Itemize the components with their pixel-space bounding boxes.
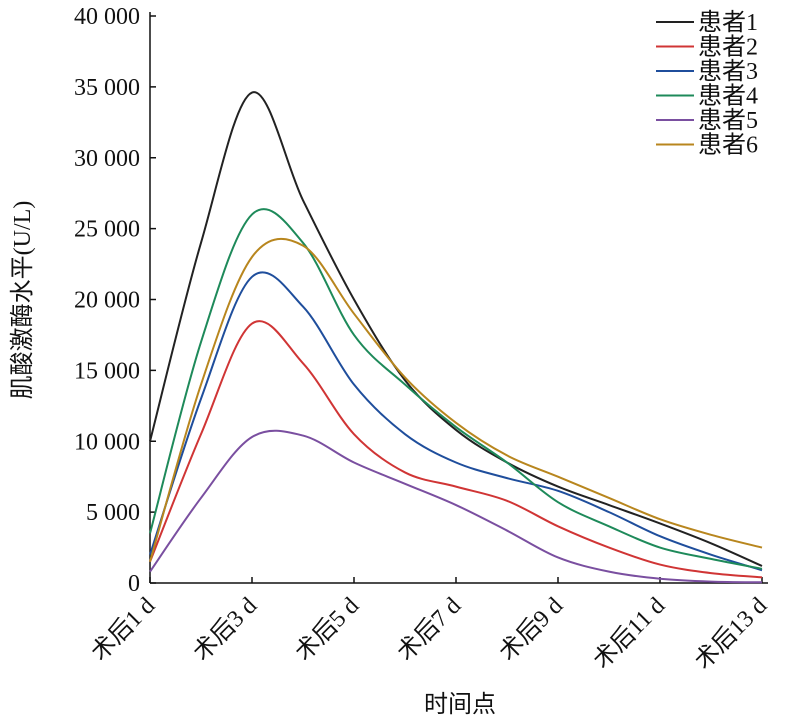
y-tick-label: 35 000 xyxy=(74,75,140,101)
y-tick-label: 15 000 xyxy=(74,358,140,384)
y-tick-label: 5 000 xyxy=(86,500,140,526)
legend-label: 患者4 xyxy=(698,83,758,110)
y-tick-label: 30 000 xyxy=(74,146,140,172)
legend-label: 患者6 xyxy=(698,132,758,159)
x-tick-label: 术后11 d xyxy=(588,592,670,674)
y-tick-label: 40 000 xyxy=(74,4,140,30)
series-line xyxy=(149,208,763,570)
x-tick-label: 术后1 d xyxy=(86,592,160,666)
series-line xyxy=(149,237,763,563)
y-axis-label: 肌酸激酶水平(U/L) xyxy=(9,201,36,400)
y-tick-label: 20 000 xyxy=(74,288,140,314)
x-tick-label: 术后9 d xyxy=(494,592,568,666)
x-tick-label: 术后13 d xyxy=(690,592,773,675)
legend-label: 患者3 xyxy=(698,58,758,85)
y-tick-label: 10 000 xyxy=(74,429,140,455)
x-tick-label: 术后5 d xyxy=(290,592,364,666)
legend-label: 患者2 xyxy=(698,34,758,61)
series-line xyxy=(149,320,763,579)
legend-label: 患者5 xyxy=(698,107,758,134)
series-line xyxy=(149,429,763,584)
series-line xyxy=(149,271,763,572)
x-tick-label: 术后7 d xyxy=(392,592,466,666)
x-axis-label: 时间点 xyxy=(424,691,496,718)
x-tick-label: 术后3 d xyxy=(188,592,262,666)
legend-label: 患者1 xyxy=(698,9,758,36)
series-line xyxy=(149,91,763,567)
y-tick-label: 25 000 xyxy=(74,217,140,243)
y-tick-label: 0 xyxy=(128,571,140,597)
